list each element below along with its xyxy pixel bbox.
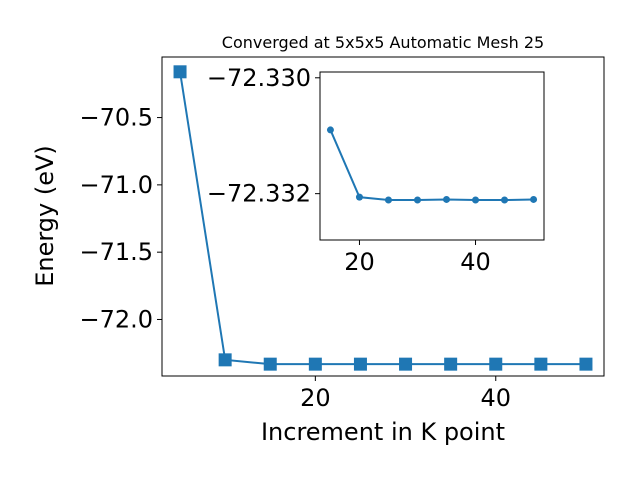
inset-plot-area: 20 40 −72.332 −72.330: [207, 64, 545, 276]
main-series-line: [179, 71, 586, 366]
inset-data-point: [384, 196, 392, 204]
inset-y-tick-label: −72.332: [207, 180, 311, 208]
inset-x-tick-label: 20: [344, 248, 375, 276]
main-data-point: [173, 65, 187, 79]
main-y-tick-label: −71.0: [79, 171, 153, 199]
main-data-point: [489, 357, 503, 371]
main-data-point: [534, 357, 548, 371]
chart-title: Converged at 5x5x5 Automatic Mesh 25: [222, 33, 544, 52]
inset-data-point: [355, 193, 363, 201]
main-data-point: [218, 353, 232, 367]
main-data-point: [444, 357, 458, 371]
inset-data-point: [326, 126, 334, 134]
inset-frame: [319, 71, 545, 241]
inset-x-tick-label: 40: [460, 248, 491, 276]
inset-data-point: [530, 195, 538, 203]
inset-data-point: [501, 196, 509, 204]
inset-data-point: [472, 196, 480, 204]
main-data-point: [399, 357, 413, 371]
inset-background: [320, 72, 544, 240]
main-data-point: [308, 357, 322, 371]
main-y-tick-label: −70.5: [79, 104, 153, 132]
y-axis-label: Energy (eV): [31, 145, 59, 287]
main-x-tick-label: 20: [300, 384, 331, 412]
main-data-point: [263, 357, 277, 371]
inset-data-point: [413, 196, 421, 204]
inset-data-point: [443, 195, 451, 203]
main-y-tick-label: −71.5: [79, 238, 153, 266]
inset-series-line: [329, 129, 534, 202]
main-data-point: [353, 357, 367, 371]
x-axis-label: Increment in K point: [261, 418, 505, 446]
main-y-tick-label: −72.0: [79, 305, 153, 333]
main-plot-area: 20 40 −70.5 −71.0 −71.5 −72.0: [79, 56, 605, 412]
main-frame: [161, 56, 605, 377]
inset-y-tick-label: −72.330: [207, 64, 311, 92]
main-data-point: [579, 357, 593, 371]
main-x-tick-label: 40: [480, 384, 511, 412]
